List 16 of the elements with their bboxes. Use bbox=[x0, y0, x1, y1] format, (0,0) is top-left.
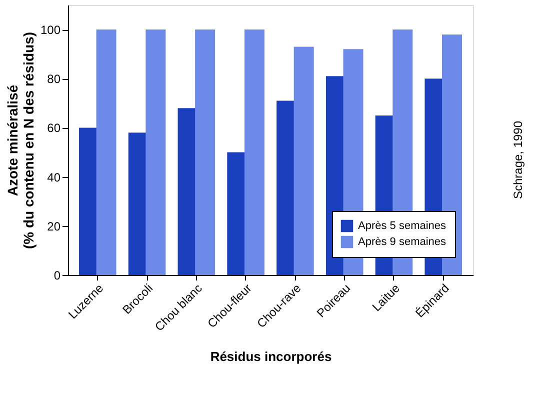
y-tick-label: 80 bbox=[47, 72, 61, 86]
bar bbox=[195, 30, 216, 275]
legend-label: Après 5 semaines bbox=[358, 220, 447, 232]
bar bbox=[146, 30, 166, 275]
y-tick-label: 100 bbox=[40, 23, 61, 38]
y-tick-label: 60 bbox=[47, 121, 61, 136]
x-axis-title: Résidus incorporés bbox=[210, 349, 332, 364]
bar bbox=[244, 30, 264, 275]
bar bbox=[294, 46, 314, 275]
y-axis-title: Azote minéralisé (% du contenu en N des résidus) bbox=[4, 32, 36, 250]
bar bbox=[96, 30, 116, 275]
y-tick-label: 20 bbox=[47, 219, 61, 234]
text: Schrage, 1990 bbox=[511, 120, 525, 200]
y-tick-label: 40 bbox=[47, 170, 61, 184]
legend-label: Après 9 semaines bbox=[358, 236, 447, 248]
y-tick-label: 0 bbox=[54, 268, 61, 282]
